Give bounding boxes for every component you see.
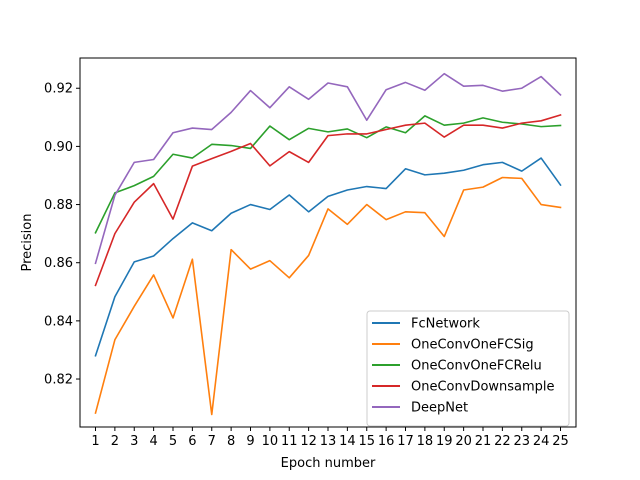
x-tick-label: 16	[378, 434, 395, 449]
x-tick-label: 8	[227, 434, 235, 449]
x-tick-label: 25	[552, 434, 569, 449]
y-tick-label: 0.82	[44, 373, 73, 388]
x-tick-label: 4	[149, 434, 157, 449]
y-tick-label: 0.92	[44, 82, 73, 97]
x-tick-label: 11	[281, 434, 298, 449]
legend-label-4: DeepNet	[411, 401, 468, 416]
x-axis-label: Epoch number	[281, 456, 376, 471]
x-tick-label: 1	[91, 434, 99, 449]
series-line-3	[94, 113, 562, 287]
y-axis-ticks: 0.82 0.84 0.86 0.88 0.90 0.92	[44, 82, 80, 388]
legend: FcNetwork OneConvOneFCSig OneConvOneFCRelu…	[366, 310, 570, 427]
series-line-1	[94, 176, 562, 416]
x-tick-label: 20	[455, 434, 472, 449]
x-tick-label: 14	[339, 434, 356, 449]
x-tick-label: 12	[300, 434, 317, 449]
x-axis-ticks: 1 2 3 4 5 6 7 8 9 10 11 12 13 14 15 16 17 18 19 20 21 22 23 24 2…	[91, 427, 569, 449]
x-tick-label: 18	[417, 434, 434, 449]
x-tick-label: 17	[397, 434, 414, 449]
x-tick-label: 6	[188, 434, 196, 449]
series-line-0	[94, 157, 562, 357]
x-tick-label: 5	[169, 434, 177, 449]
series-line-4	[94, 72, 562, 265]
x-tick-label: 19	[436, 434, 453, 449]
legend-label-1: OneConvOneFCSig	[411, 338, 534, 353]
x-tick-label: 7	[208, 434, 216, 449]
legend-box	[366, 310, 570, 427]
y-tick-label: 0.86	[44, 256, 73, 271]
legend-label-3: OneConvDownsample	[411, 380, 555, 395]
x-tick-label: 3	[130, 434, 138, 449]
x-tick-label: 9	[246, 434, 254, 449]
y-tick-label: 0.88	[44, 198, 73, 213]
x-tick-label: 15	[358, 434, 375, 449]
x-tick-label: 22	[494, 434, 511, 449]
y-tick-label: 0.84	[44, 314, 73, 329]
legend-label-2: OneConvOneFCRelu	[411, 359, 542, 374]
x-tick-label: 21	[475, 434, 492, 449]
x-tick-label: 10	[262, 434, 279, 449]
legend-label-0: FcNetwork	[411, 317, 480, 332]
y-axis-label: Precision	[20, 213, 35, 271]
series-line-2	[94, 115, 562, 234]
y-tick-label: 0.90	[44, 140, 73, 155]
x-tick-label: 13	[320, 434, 337, 449]
x-tick-label: 24	[533, 434, 550, 449]
plot-frame	[79, 57, 577, 428]
series-lines	[94, 72, 562, 416]
x-tick-label: 2	[111, 434, 119, 449]
x-tick-label: 23	[513, 434, 530, 449]
